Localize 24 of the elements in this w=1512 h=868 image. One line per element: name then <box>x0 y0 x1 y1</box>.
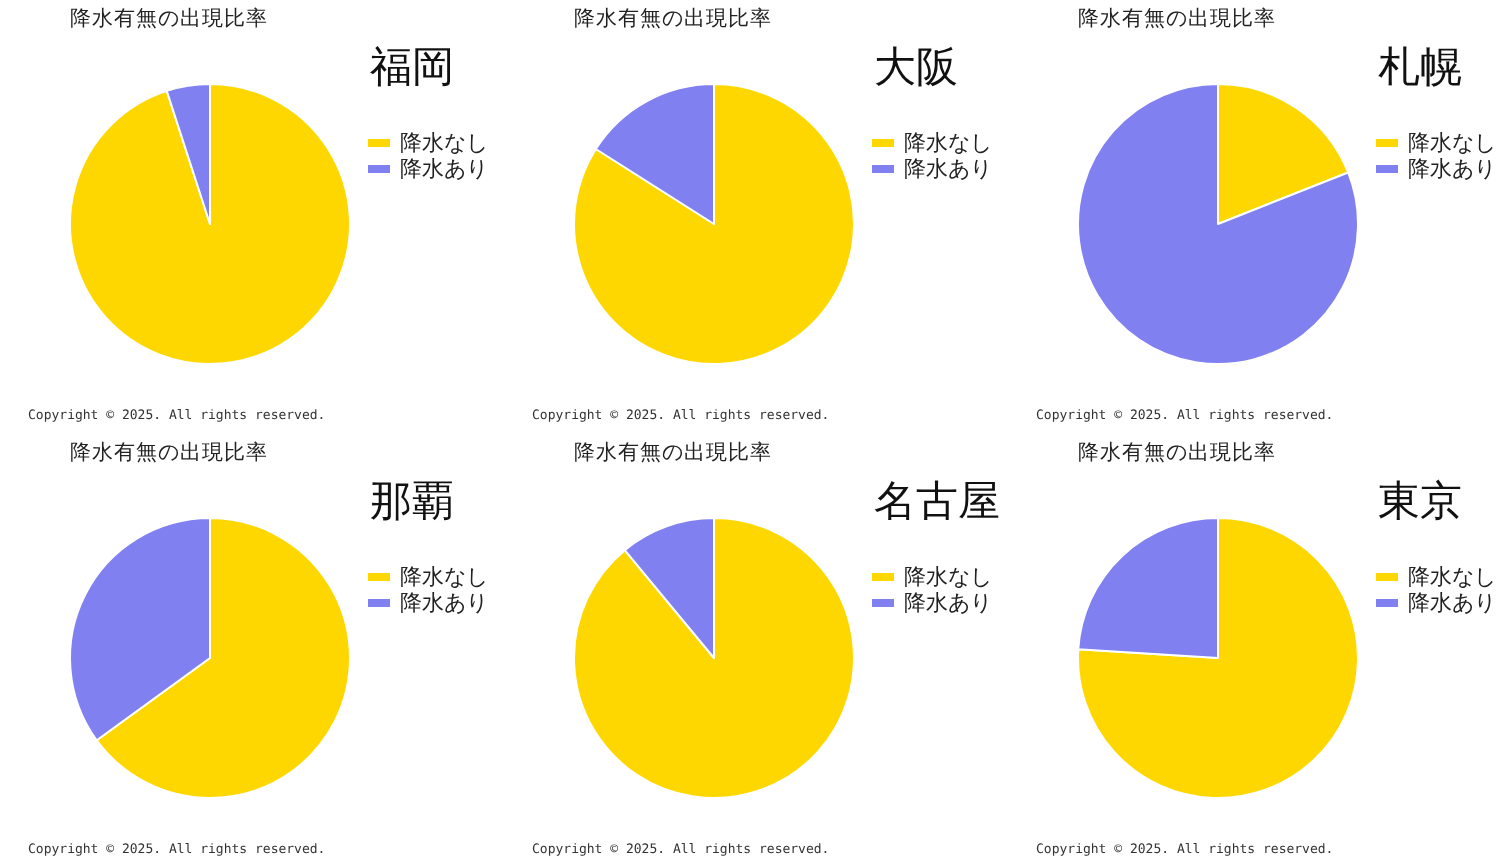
chart-subtitle: 福岡 <box>370 43 454 91</box>
legend-label: 降水なし <box>904 130 992 156</box>
chart-title: 降水有無の出現比率 <box>70 5 268 31</box>
legend-label: 降水なし <box>400 130 488 156</box>
chart-title: 降水有無の出現比率 <box>70 439 268 465</box>
chart-title: 降水有無の出現比率 <box>574 5 772 31</box>
chart-subtitle: 那覇 <box>370 477 454 525</box>
chart-subtitle: 札幌 <box>1378 43 1462 91</box>
chart-subtitle: 東京 <box>1378 477 1462 525</box>
legend-label: 降水あり <box>1408 156 1496 182</box>
chart-title: 降水有無の出現比率 <box>1078 439 1276 465</box>
legend-label: 降水なし <box>1408 564 1496 590</box>
legend-label: 降水なし <box>400 564 488 590</box>
chart-subtitle: 名古屋 <box>874 477 1000 525</box>
legend-label: 降水なし <box>1408 130 1496 156</box>
legend-label: 降水あり <box>400 590 488 616</box>
legend-label: 降水あり <box>904 156 992 182</box>
legend-label: 降水なし <box>904 564 992 590</box>
legend-label: 降水あり <box>1408 590 1496 616</box>
legend-label: 降水あり <box>904 590 992 616</box>
chart-title: 降水有無の出現比率 <box>1078 5 1276 31</box>
legend-label: 降水あり <box>400 156 488 182</box>
chart-subtitle: 大阪 <box>874 43 958 91</box>
chart-title: 降水有無の出現比率 <box>574 439 772 465</box>
